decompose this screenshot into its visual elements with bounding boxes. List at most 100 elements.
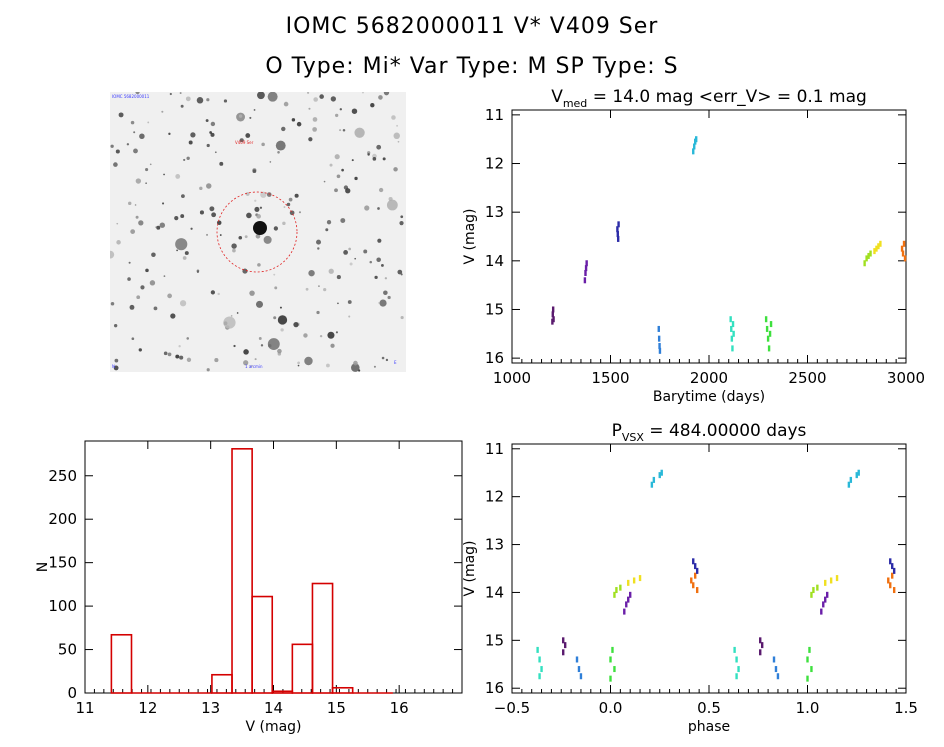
- star: [110, 144, 114, 148]
- star: [176, 249, 178, 252]
- data-point: [875, 245, 878, 252]
- data-point: [776, 673, 780, 680]
- chart-title-subscript: med: [563, 97, 587, 110]
- data-point: [903, 255, 907, 262]
- data-point: [855, 472, 858, 479]
- star: [273, 226, 279, 231]
- star: [378, 95, 383, 100]
- star: [297, 364, 300, 367]
- data-point: [609, 675, 612, 682]
- star: [140, 285, 145, 290]
- data-point: [772, 656, 776, 663]
- star: [351, 363, 360, 372]
- star: [210, 121, 216, 127]
- data-point: [616, 226, 619, 233]
- data-point: [892, 567, 896, 574]
- star: [179, 355, 184, 360]
- star: [162, 202, 165, 205]
- data-point: [692, 582, 695, 589]
- star: [209, 206, 215, 212]
- star: [180, 104, 184, 108]
- star: [312, 127, 317, 132]
- star: [219, 161, 224, 166]
- star: [260, 344, 264, 347]
- x-tick-label: 12: [138, 699, 157, 717]
- histogram-bar: [251, 595, 274, 694]
- star: [135, 92, 140, 95]
- star: [283, 101, 289, 107]
- star: [261, 142, 265, 147]
- data-point: [816, 584, 819, 591]
- star: [249, 290, 255, 296]
- star: [214, 151, 217, 154]
- image-label-id: IOMC 5682000011: [112, 94, 150, 99]
- star: [267, 338, 280, 351]
- star: [400, 215, 404, 219]
- y-tick-label: 100: [48, 597, 77, 615]
- star: [258, 337, 262, 340]
- star: [354, 257, 357, 260]
- y-axis-label: V (mag): [462, 208, 478, 264]
- data-point: [849, 476, 853, 483]
- star: [110, 250, 115, 259]
- data-point: [694, 563, 697, 570]
- chart-title-rest: = 14.0 mag <err_V> = 0.1 mag: [587, 87, 867, 107]
- star: [391, 115, 396, 120]
- data-point: [889, 558, 892, 565]
- data-point: [536, 646, 539, 653]
- star: [153, 306, 158, 311]
- star: [169, 92, 172, 96]
- star: [335, 331, 338, 334]
- star: [188, 140, 193, 145]
- star: [280, 328, 284, 332]
- star: [178, 345, 181, 348]
- star: [223, 316, 236, 329]
- star: [384, 277, 388, 280]
- star: [134, 204, 137, 206]
- star: [326, 220, 332, 225]
- star: [372, 153, 377, 159]
- star: [308, 269, 315, 277]
- star: [334, 154, 340, 160]
- star: [230, 315, 233, 317]
- star: [223, 99, 228, 103]
- data-point: [879, 240, 882, 247]
- plot-frame: [84, 440, 463, 694]
- chart-title: Vmed = 14.0 mag <err_V> = 0.1 mag: [551, 87, 867, 110]
- data-point: [658, 347, 662, 354]
- data-point: [808, 646, 811, 653]
- star: [118, 112, 124, 118]
- histogram-bar: [110, 633, 133, 694]
- star: [386, 199, 398, 211]
- data-point: [619, 584, 622, 591]
- data-point: [562, 649, 565, 656]
- y-tick-label: 12: [485, 488, 504, 506]
- data-point: [632, 577, 636, 584]
- star: [129, 304, 135, 310]
- star: [277, 348, 282, 354]
- star: [378, 187, 384, 193]
- star: [217, 292, 220, 296]
- data-point: [692, 558, 695, 565]
- star: [156, 225, 161, 230]
- y-tick-label: 14: [485, 583, 504, 601]
- page-subtitle: O Type: Mi* Var Type: M SP Type: S: [265, 54, 679, 79]
- star: [131, 337, 135, 341]
- star: [210, 290, 215, 295]
- star: [145, 182, 147, 185]
- star: [113, 324, 118, 328]
- star: [254, 358, 257, 361]
- star: [155, 226, 158, 229]
- star: [376, 257, 381, 263]
- y-tick-label: 12: [485, 155, 504, 173]
- histogram-bar: [271, 690, 294, 694]
- data-point: [901, 250, 905, 257]
- star: [367, 151, 371, 155]
- star: [396, 124, 398, 127]
- star: [267, 92, 278, 102]
- star: [337, 302, 339, 305]
- y-tick-label: 14: [485, 252, 504, 270]
- star: [275, 140, 286, 151]
- star: [347, 300, 352, 304]
- star: [288, 197, 293, 202]
